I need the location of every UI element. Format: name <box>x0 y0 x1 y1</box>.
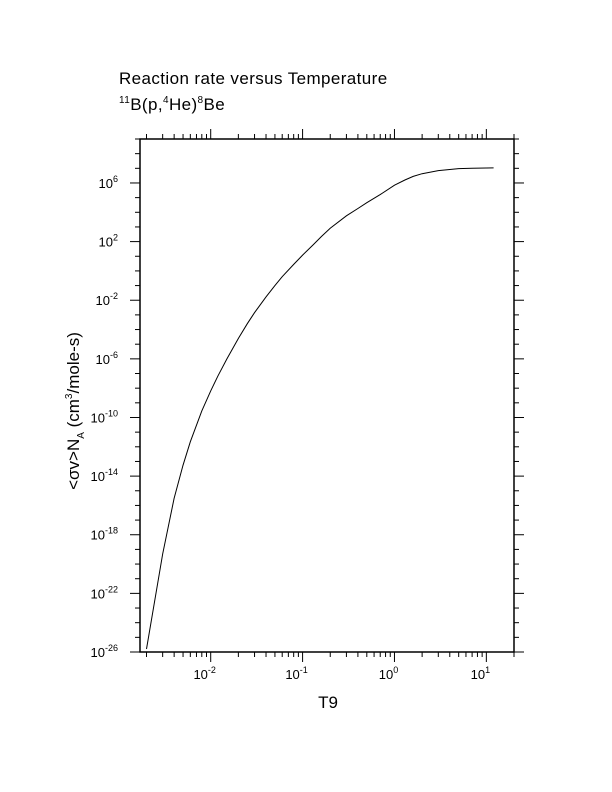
plot-frame <box>139 138 515 653</box>
subtitle-mass-11: 11 <box>119 95 131 106</box>
x-tick-label: 100 <box>379 665 398 682</box>
ylabel-text-2: (cm <box>64 399 83 433</box>
y-tick-label: 10-14 <box>91 467 118 484</box>
y-tick-label: 106 <box>99 174 118 191</box>
y-tick-label: 102 <box>99 233 118 250</box>
subtitle-mass-4: 4 <box>162 95 169 106</box>
chart-title: Reaction rate versus Temperature <box>119 69 388 88</box>
subtitle-text-1: B(p, <box>130 95 163 114</box>
y-axis-label: <σv>NA (cm3/mole-s) <box>64 201 87 621</box>
ylabel-text-1: <σv>N <box>64 438 83 490</box>
subtitle-mass-8: 8 <box>197 95 204 106</box>
chart-subtitle: 11B(p,4He)8Be <box>119 95 225 115</box>
tick-labels: 10-2 10-1 100 101 10-26 10-22 10-18 10-14 10-10 1… <box>91 174 491 682</box>
ylabel-sub: A <box>76 432 87 439</box>
x-tick-label: 101 <box>471 665 490 682</box>
axis-ticks <box>130 129 524 662</box>
y-tick-label: 10-26 <box>91 643 118 660</box>
rate-curve <box>146 167 494 650</box>
y-tick-label: 10-10 <box>91 408 118 425</box>
y-tick-label: 10-18 <box>91 526 118 543</box>
ylabel-text-3: /mole-s) <box>64 332 83 394</box>
subtitle-text-2: He) <box>168 95 198 114</box>
ylabel-sup: 3 <box>64 393 75 400</box>
y-tick-label: 10-6 <box>96 350 118 367</box>
x-tick-label: 10-1 <box>285 665 307 682</box>
x-axis-label: T9 <box>318 693 338 712</box>
x-tick-label: 10-2 <box>193 665 215 682</box>
y-tick-label: 10-22 <box>91 584 118 601</box>
y-tick-label: 10-2 <box>96 291 118 308</box>
subtitle-text-3: Be <box>203 95 226 114</box>
